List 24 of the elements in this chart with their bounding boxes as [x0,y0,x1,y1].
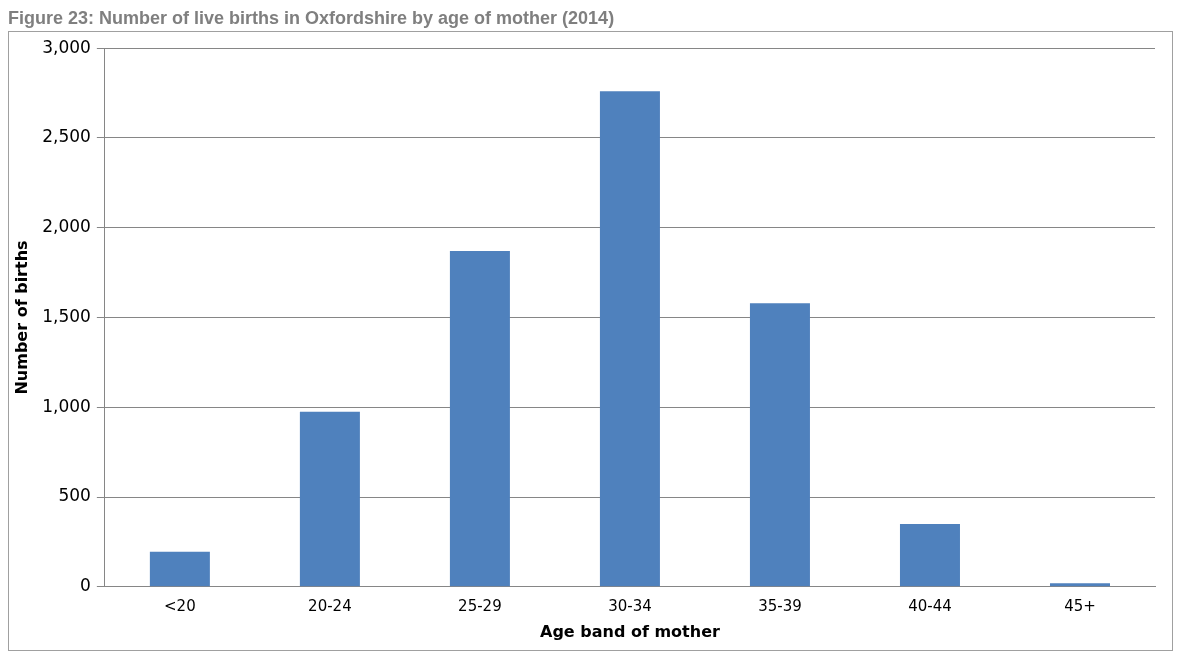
x-axis-title: Age band of mother [539,621,720,641]
y-tick-label: 3,000 [42,36,91,57]
x-tick-label: 45+ [1064,596,1096,615]
y-tick-label: 2,500 [42,126,91,147]
y-axis-title: Number of births [11,240,31,395]
x-tick-label: 20-24 [308,596,352,615]
y-tick-label: 2,000 [42,216,91,237]
bar [449,251,510,587]
bar [149,551,210,587]
x-tick-label: 40-44 [908,596,952,615]
y-tick-label: 1,000 [42,395,91,416]
y-tick-label: 0 [80,575,91,596]
bar [749,303,810,587]
bar [299,411,360,587]
bar [599,91,660,587]
chart-title: Figure 23: Number of live births in Oxfordshire by age of mother (2014) [8,8,616,29]
y-tick-label: 1,500 [42,305,91,326]
x-tick-label: 30-34 [608,596,652,615]
bar [899,523,960,587]
x-tick-label: <20 [164,596,196,615]
x-tick-label: 25-29 [458,596,502,615]
bar [1049,583,1110,587]
y-tick-label: 500 [58,485,91,506]
x-tick-label: 35-39 [758,596,802,615]
